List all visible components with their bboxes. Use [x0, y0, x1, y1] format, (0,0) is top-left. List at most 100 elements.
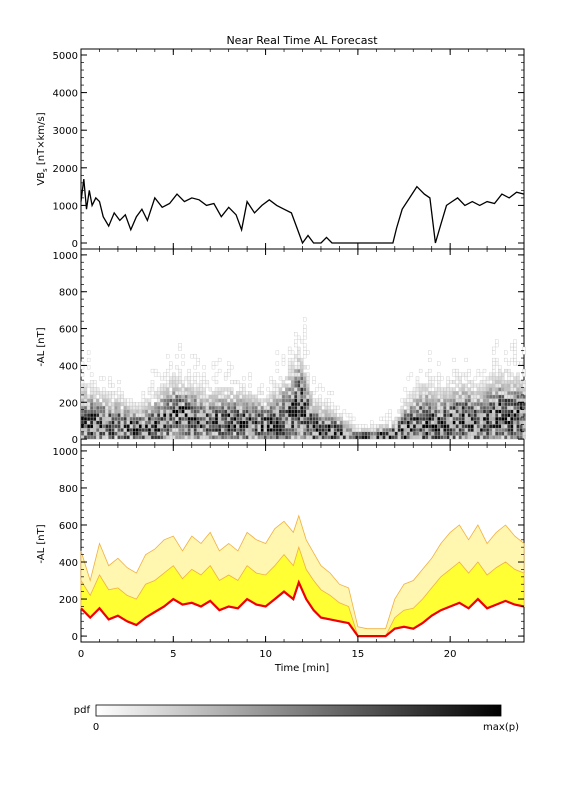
heatmap-cell — [421, 405, 426, 410]
heatmap-cell — [284, 435, 289, 440]
heatmap-cell — [498, 402, 502, 407]
heatmap-cell — [138, 413, 143, 418]
heatmap-cell — [507, 420, 511, 425]
heatmap-cell — [443, 398, 447, 403]
heatmap-cell — [397, 420, 401, 425]
heatmap-cell — [394, 427, 398, 432]
heatmap-cell — [479, 405, 484, 410]
heatmap-cell — [80, 387, 85, 392]
heatmap-cell — [394, 416, 398, 421]
heatmap-cell — [415, 409, 420, 414]
heatmap-cell — [223, 413, 228, 418]
heatmap-cell — [208, 409, 213, 414]
heatmap-cell — [403, 420, 407, 425]
heatmap-cell — [492, 409, 496, 414]
heatmap-cell — [217, 391, 222, 396]
heatmap-cell — [482, 424, 487, 429]
heatmap-cell — [476, 420, 481, 425]
heatmap-cell — [306, 376, 310, 381]
heatmap-cell — [522, 416, 526, 421]
heatmap-cell — [388, 427, 392, 432]
heatmap-cell — [175, 435, 179, 440]
heatmap-cell — [455, 424, 459, 429]
heatmap-cell — [519, 394, 523, 399]
heatmap-cell — [507, 402, 511, 407]
heatmap-cell — [507, 431, 511, 436]
heatmap-cell — [269, 391, 273, 396]
heatmap-cell — [163, 409, 167, 414]
heatmap-cell — [300, 372, 304, 377]
heatmap-cell — [379, 416, 383, 421]
heatmap-cell — [300, 427, 304, 432]
heatmap-cell — [495, 372, 499, 377]
heatmap-cell — [102, 435, 106, 440]
heatmap-cell — [199, 380, 203, 385]
heatmap-cell — [504, 420, 508, 425]
heatmap-cell — [129, 435, 133, 440]
heatmap-cell — [452, 431, 456, 436]
heatmap-cell — [193, 431, 197, 436]
heatmap-cell — [181, 391, 185, 396]
heatmap-cell — [498, 391, 502, 396]
heatmap-cell — [245, 427, 249, 432]
heatmap-cell — [300, 402, 304, 407]
heatmap-cell — [336, 420, 340, 425]
heatmap-cell — [440, 376, 444, 381]
heatmap-cell — [102, 387, 106, 392]
heatmap-cell — [488, 387, 493, 392]
heatmap-cell — [220, 398, 225, 403]
heatmap-cell — [385, 427, 389, 432]
heatmap-cell — [239, 416, 243, 421]
heatmap-cell — [248, 376, 252, 381]
heatmap-cell — [297, 416, 301, 421]
heatmap-cell — [324, 405, 328, 410]
heatmap-cell — [297, 361, 301, 366]
heatmap-cell — [437, 372, 441, 377]
heatmap-cell — [476, 402, 481, 407]
heatmap-cell — [220, 391, 225, 396]
heatmap-cell — [504, 409, 508, 414]
heatmap-cell — [510, 391, 514, 396]
heatmap-cell — [507, 391, 511, 396]
heatmap-cell — [431, 424, 435, 429]
heatmap-cell — [446, 383, 450, 388]
heatmap-cell — [220, 394, 225, 399]
heatmap-cell — [388, 416, 392, 421]
heatmap-cell — [184, 416, 188, 421]
heatmap-cell — [93, 391, 97, 396]
heatmap-cell — [321, 420, 325, 425]
heatmap-cell — [464, 409, 468, 414]
heatmap-cell — [227, 394, 231, 399]
heatmap-cell — [126, 435, 130, 440]
heatmap-cell — [80, 380, 85, 385]
heatmap-cell — [290, 402, 295, 407]
heatmap-cell — [376, 424, 380, 429]
heatmap-cell — [406, 416, 411, 421]
heatmap-cell — [315, 402, 319, 407]
heatmap-cell — [126, 413, 130, 418]
heatmap-cell — [306, 387, 310, 392]
heatmap-cell — [147, 431, 152, 436]
heatmap-cell — [421, 383, 426, 388]
heatmap-cell — [83, 383, 88, 388]
heatmap-cell — [409, 402, 414, 407]
heatmap-cell — [166, 368, 170, 373]
heatmap-cell — [199, 387, 203, 392]
heatmap-cell — [184, 431, 188, 436]
heatmap-cell — [510, 413, 514, 418]
heatmap-cell — [312, 416, 316, 421]
heatmap-cell — [458, 405, 462, 410]
heatmap-cell — [495, 431, 499, 436]
heatmap-cell — [108, 394, 112, 399]
heatmap-cell — [510, 357, 514, 362]
heatmap-cell — [144, 435, 149, 440]
heatmap-cell — [147, 387, 152, 392]
heatmap-cell — [446, 424, 450, 429]
heatmap-cell — [233, 413, 237, 418]
heatmap-cell — [294, 413, 298, 418]
heatmap-cell — [281, 354, 286, 359]
heatmap-cell — [473, 413, 478, 418]
heatmap-cell — [278, 391, 283, 396]
heatmap-cell — [412, 402, 417, 407]
heatmap-cell — [123, 416, 127, 421]
